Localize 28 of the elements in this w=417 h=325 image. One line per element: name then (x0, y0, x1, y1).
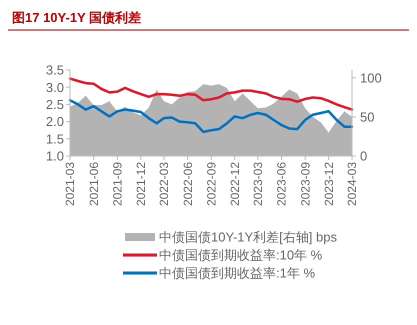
legend-label: 中债国债10Y-1Y利差[右轴] bps (159, 230, 338, 245)
y-tick-label: 3.0 (46, 80, 64, 95)
y2-tick-label: 0 (360, 148, 368, 164)
x-tick-label: 2021-09 (110, 162, 125, 206)
y2-tick-label: 50 (360, 109, 374, 124)
x-tick-label: 2021-03 (63, 162, 78, 206)
x-tick-label: 2022-09 (204, 162, 218, 206)
line-series (68, 77, 354, 111)
chart-title: 图17 10Y-1Y 国债利差 (12, 10, 142, 25)
x-tick-label: 2023-03 (251, 162, 266, 206)
y-tick-label: 3.5 (46, 62, 64, 78)
x-tick-label: 2023-09 (298, 162, 312, 206)
y2-tick-label: 100 (360, 70, 382, 86)
x-tick-label: 2023-12 (322, 162, 336, 206)
y-tick-label: 1.0 (46, 148, 64, 164)
y-tick-label: 1.5 (46, 131, 64, 146)
x-tick-label: 2022-03 (157, 162, 172, 206)
line-series (68, 99, 354, 134)
y-tick-label: 2.5 (46, 96, 64, 112)
y-tick-label: 2.0 (46, 114, 64, 130)
x-tick-label: 2022-12 (228, 162, 242, 206)
legend-label: 中债国债到期收益率:10年 % (159, 248, 323, 263)
x-tick-label: 2023-06 (274, 162, 289, 206)
x-tick-label: 2021-06 (86, 162, 101, 206)
x-tick-label: 2022-06 (180, 162, 195, 206)
x-tick-label: 2021-12 (134, 162, 148, 206)
legend-label: 中债国债到期收益率:1年 % (159, 266, 316, 281)
x-tick-label: 2024-03 (345, 162, 360, 206)
